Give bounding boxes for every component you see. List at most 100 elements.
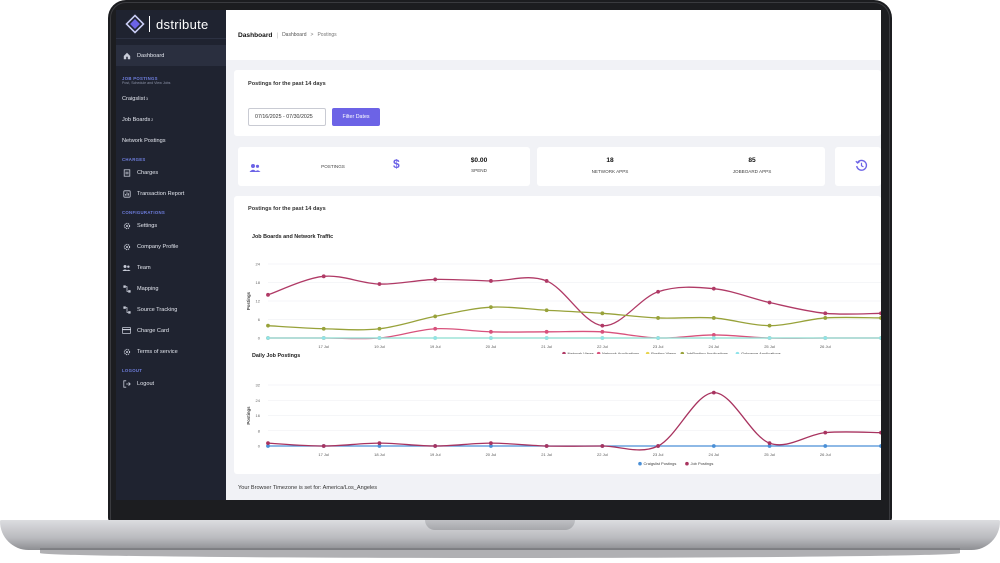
data-point	[823, 444, 828, 448]
data-point	[544, 329, 549, 334]
sidebar-item-label: Transaction Report	[137, 190, 185, 197]
legend-marker	[645, 351, 650, 354]
title-divider: |	[276, 31, 279, 39]
data-point	[879, 444, 881, 448]
filter-card: Postings for the past 14 days 07/16/2025…	[234, 70, 881, 136]
data-point	[321, 336, 326, 340]
sidebar-item-label: Network Postings	[122, 137, 166, 144]
data-point	[600, 444, 605, 448]
sidebar-item-logout[interactable]: Logout	[116, 373, 226, 394]
filter-dates-button[interactable]: Filter Dates	[332, 108, 380, 126]
data-point	[823, 336, 828, 340]
x-tick-label: 19 Jul	[374, 344, 385, 349]
data-point	[879, 430, 881, 435]
data-point	[823, 311, 828, 316]
sidebar-item-charge-card[interactable]: Charge Card	[116, 320, 226, 341]
legend-label: Gobravve Applications	[741, 351, 781, 354]
data-point	[544, 336, 549, 340]
gear-icon	[122, 242, 131, 251]
legend-label: Job Postings	[690, 461, 713, 466]
y-tick-label: 32	[256, 383, 261, 388]
app-screen: dstribute Dashboard JOB POSTINGS Post, S…	[116, 10, 881, 500]
sidebar-item-mapping[interactable]: Mapping	[116, 278, 226, 299]
sidebar-item-team[interactable]: Team	[116, 257, 226, 278]
data-point	[600, 311, 605, 316]
data-point	[711, 286, 716, 291]
data-point	[489, 336, 493, 340]
data-point	[767, 323, 772, 328]
legend-marker	[638, 461, 642, 466]
data-point	[600, 329, 605, 334]
gear-icon	[122, 347, 131, 356]
brand-logo[interactable]: dstribute	[116, 10, 226, 39]
data-point	[711, 390, 716, 395]
data-point	[266, 292, 270, 297]
data-point	[711, 336, 716, 340]
x-tick-label: 26 Jul	[820, 452, 831, 457]
sidebar-item-job-boards[interactable]: Job Boards 2	[116, 109, 226, 130]
data-point	[823, 430, 828, 435]
x-tick-label: 20 Jul	[486, 452, 497, 457]
daily-postings-line-chart: 0 8 16 24 32 Postings 17 Jul 18 Jul 19 Jul 20 Jul…	[246, 383, 881, 466]
job-boards-badge: 2	[151, 117, 154, 122]
x-tick-label: 25 Jul	[764, 344, 775, 349]
y-axis-label: Postings	[246, 291, 251, 310]
data-point	[767, 441, 772, 446]
sidebar-item-settings[interactable]: Settings	[116, 215, 226, 236]
legend-marker	[735, 351, 740, 354]
series-line	[267, 306, 881, 331]
x-tick-label: 17 Jul	[318, 344, 329, 349]
x-tick-label: 19 Jul	[430, 452, 441, 457]
sidebar-item-company-profile[interactable]: Company Profile	[116, 236, 226, 257]
charts-card: Postings for the past 14 days Job Boards…	[234, 196, 881, 474]
chart-title: Job Boards and Network Traffic	[252, 234, 334, 240]
legend-marker	[680, 351, 685, 354]
sidebar-item-craigslist[interactable]: Craigslist 3	[116, 88, 226, 109]
data-point	[544, 279, 549, 283]
sidebar-item-label: Mapping	[137, 285, 159, 292]
sidebar-item-label: Logout	[137, 380, 155, 387]
y-tick-label: 6	[258, 317, 261, 322]
sidebar-item-charges[interactable]: Charges	[116, 162, 226, 183]
y-axis-label: Postings	[246, 406, 251, 425]
history-icon	[855, 159, 868, 177]
data-point	[321, 444, 326, 448]
data-point	[600, 336, 605, 340]
traffic-line-chart: 0 6 12 18 24 Postings 17 Jul 19 Jul 19 Jul 20 Jul…	[246, 262, 881, 354]
x-tick-label: 21 Jul	[541, 344, 552, 349]
data-point	[433, 444, 438, 448]
sidebar-item-transaction-report[interactable]: Transaction Report	[116, 183, 226, 204]
report-icon	[122, 189, 131, 198]
x-tick-label: 18 Jul	[374, 452, 385, 457]
y-tick-label: 12	[256, 299, 261, 304]
data-point	[656, 289, 660, 294]
data-point	[767, 444, 772, 448]
flow-icon	[122, 305, 131, 314]
y-tick-label: 24	[256, 398, 261, 403]
y-tick-label: 24	[256, 262, 261, 267]
data-point	[377, 444, 382, 448]
data-point	[544, 444, 549, 448]
section-job-postings: JOB POSTINGS	[122, 76, 158, 81]
charts-card-title: Postings for the past 14 days	[248, 206, 326, 212]
section-charges: CHARGES	[122, 157, 146, 162]
sidebar-item-label: Charges	[137, 169, 159, 176]
sidebar-item-label: Craigslist	[122, 95, 146, 102]
legend-label: JobPosting Applications	[686, 351, 728, 354]
sidebar-item-dashboard[interactable]: Dashboard	[116, 45, 226, 66]
stats-card-postings-spend: POSTINGS $ $0.00 SPEND	[238, 147, 530, 186]
x-tick-label: 22 Jul	[597, 344, 608, 349]
date-range-input[interactable]: 07/16/2025 - 07/30/2025	[248, 108, 326, 126]
sidebar-item-network-postings[interactable]: Network Postings	[116, 130, 226, 151]
main-content: Dashboard | Dashboard > Postings Posting…	[226, 10, 881, 500]
data-point	[656, 316, 660, 320]
sidebar: dstribute Dashboard JOB POSTINGS Post, S…	[116, 10, 226, 500]
sidebar-item-source-tracking[interactable]: Source Tracking	[116, 299, 226, 320]
y-tick-label: 0	[258, 336, 261, 341]
jobboard-apps-label: JOBBOARD APPS	[732, 169, 772, 174]
x-tick-label: 23 Jul	[653, 344, 664, 349]
legend-label: Posting Views	[651, 351, 676, 354]
breadcrumb-dashboard[interactable]: Dashboard	[282, 32, 307, 38]
data-point	[544, 308, 549, 313]
sidebar-item-terms[interactable]: Terms of service	[116, 341, 226, 362]
